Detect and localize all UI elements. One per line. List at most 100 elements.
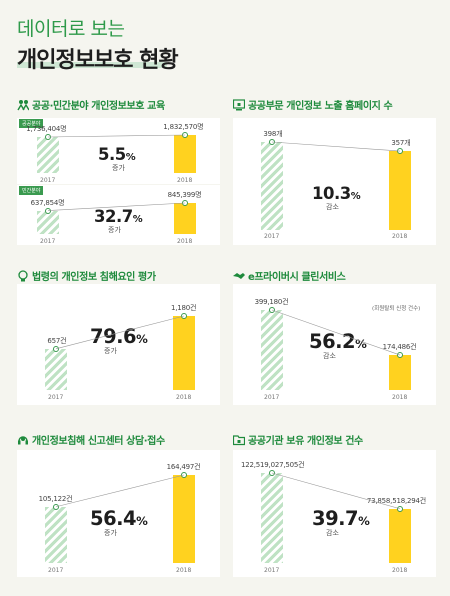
panel-title-report: 개인정보침해 신고센터 상담·접수	[17, 432, 165, 447]
exposure-year-2017: 2017	[264, 233, 280, 240]
report-change-direction: 증가	[104, 528, 117, 537]
holding-dot-2017	[269, 470, 275, 476]
holding-year-2018: 2018	[392, 567, 408, 574]
holding-value-label-2018: 73,858,518,294건	[366, 496, 426, 505]
edu_public-year-2017: 2017	[40, 177, 56, 184]
eprivacy-year-2018: 2018	[392, 394, 408, 401]
edu_private-dot-2018	[182, 200, 188, 206]
panel-title-risk: 법령의 개인정보 침해요인 평가	[17, 268, 156, 283]
panel-title-eprivacy-text: e프라이버시 클린서비스	[248, 272, 346, 283]
eprivacy-dot-2017	[269, 307, 275, 313]
holding-change-pct: 39.7%	[312, 507, 370, 530]
panel-title-exposure-text: 공공부문 개인정보 노출 홈페이지 수	[248, 101, 393, 112]
exposure-change-pct: 10.3%	[312, 184, 361, 203]
eprivacy-change-pct-unit: %	[355, 337, 367, 351]
edu_public-value-label-2017: 1,736,404명	[26, 124, 67, 133]
edu_private-change-pct-value: 32.7	[94, 207, 133, 226]
holding-value-label-2017: 122,519,027,505건	[241, 461, 305, 469]
tag-public: 공공분야	[19, 119, 44, 128]
exposure-change-pct-unit: %	[350, 191, 361, 202]
edu_private-change-direction: 증가	[108, 225, 121, 234]
edu_public-change-pct-unit: %	[125, 152, 136, 163]
risk-year-2018: 2018	[176, 394, 192, 401]
report-bar-2017	[45, 506, 67, 563]
edu_public-bar-2018	[174, 135, 196, 173]
risk-value-label-2018: 1,180건	[170, 304, 197, 312]
folder-lock-icon	[233, 435, 245, 446]
exposure-change-pct-value: 10.3	[312, 184, 351, 203]
report-year-2017: 2017	[48, 567, 64, 574]
report-dot-2018	[181, 472, 187, 478]
exposure-bar-2018	[389, 151, 411, 230]
people-icon	[17, 100, 29, 111]
edu_private-change-pct-unit: %	[132, 214, 143, 225]
report-dot-2017	[53, 503, 59, 510]
handshake-icon	[233, 273, 245, 279]
eprivacy-change-direction: 감소	[323, 351, 336, 360]
report-bar-2018	[173, 475, 195, 563]
holding-year-2017: 2017	[264, 567, 280, 574]
exposure-value-label-2018: 357개	[391, 139, 411, 148]
edu_private-value-label-2017: 637,854명	[30, 198, 65, 207]
edu_private-dot-2017	[45, 207, 51, 214]
panel-title-edu-text: 공공·민간분야 개인정보보호 교육	[32, 101, 165, 112]
edu_public-dot-2017	[45, 133, 51, 140]
holding-change-pct-unit: %	[358, 514, 370, 528]
risk-bar-2018	[173, 316, 195, 390]
report-year-2018: 2018	[176, 567, 192, 574]
edu_private-year-2017: 2017	[40, 238, 56, 245]
exposure-value-label-2017: 398개	[263, 130, 283, 138]
panel-title-holding: 공공기관 보유 개인정보 건수	[233, 432, 363, 447]
header-subtitle: 데이터로 보는	[17, 18, 125, 40]
risk-change-pct: 79.6%	[90, 325, 148, 348]
eprivacy-change-pct: 56.2%	[309, 330, 367, 353]
panel-title-holding-text: 공공기관 보유 개인정보 건수	[248, 436, 363, 447]
risk-year-2017: 2017	[48, 394, 64, 401]
exposure-change-direction: 감소	[326, 202, 339, 211]
eprivacy-value-label-2017: 399,180건	[254, 298, 289, 306]
risk-change-pct-unit: %	[136, 332, 148, 346]
edu_private-bar-2017	[37, 210, 59, 234]
panel-title-eprivacy: e프라이버시 클린서비스	[233, 268, 346, 283]
edu_private-change-pct: 32.7%	[94, 207, 143, 226]
risk-change-pct-value: 79.6	[90, 325, 137, 348]
panel-title-risk-text: 법령의 개인정보 침해요인 평가	[32, 272, 156, 283]
edu_private-bar-2018	[174, 203, 196, 234]
holding-change-pct-value: 39.7	[312, 507, 359, 530]
holding-dot-2018	[397, 505, 403, 512]
edu_public-year-2018: 2018	[177, 177, 193, 184]
report-change-pct-unit: %	[136, 514, 148, 528]
risk-change-direction: 증가	[104, 346, 117, 355]
risk-dot-2018	[181, 313, 187, 319]
risk-value-label-2017: 657건	[47, 336, 67, 345]
report-value-label-2017: 105,122건	[38, 494, 73, 503]
header-title: 개인정보보호 현황	[17, 48, 179, 73]
panel-title-report-text: 개인정보침해 신고센터 상담·접수	[32, 436, 165, 447]
edu_private-year-2018: 2018	[177, 238, 193, 245]
edu_public-value-label-2018: 1,832,570명	[163, 123, 204, 131]
panel-title-exposure: 공공부문 개인정보 노출 홈페이지 수	[233, 97, 393, 112]
edu_public-dot-2018	[182, 132, 188, 138]
holding-bar-2018	[389, 508, 411, 563]
risk-dot-2017	[53, 345, 59, 352]
holding-bar-2017	[261, 473, 283, 563]
report-value-label-2018: 164,497건	[166, 463, 201, 471]
eprivacy-dot-2018	[397, 352, 403, 359]
headset-icon	[18, 436, 28, 445]
eprivacy-change-pct-value: 56.2	[309, 330, 356, 353]
tag-private: 민간분야	[19, 186, 44, 195]
edu_public-change-pct-value: 5.5	[98, 145, 126, 164]
exposure-dot-2017	[269, 139, 275, 145]
report-change-pct-value: 56.4	[90, 507, 137, 530]
eprivacy-bar-2018	[389, 355, 411, 390]
eprivacy-value-label-2018: 174,486건	[382, 343, 417, 352]
report-change-pct: 56.4%	[90, 507, 148, 530]
eprivacy-year-2017: 2017	[264, 394, 280, 401]
eprivacy-note: (회원탈퇴 신청 건수)	[372, 306, 421, 312]
edu_private-value-label-2018: 845,399명	[167, 191, 202, 199]
exposure-year-2018: 2018	[392, 233, 408, 240]
lightbulb-icon	[18, 270, 28, 282]
edu_public-change-direction: 증가	[112, 163, 125, 172]
risk-bar-2017	[45, 348, 67, 390]
exposure-bar-2017	[261, 142, 283, 230]
